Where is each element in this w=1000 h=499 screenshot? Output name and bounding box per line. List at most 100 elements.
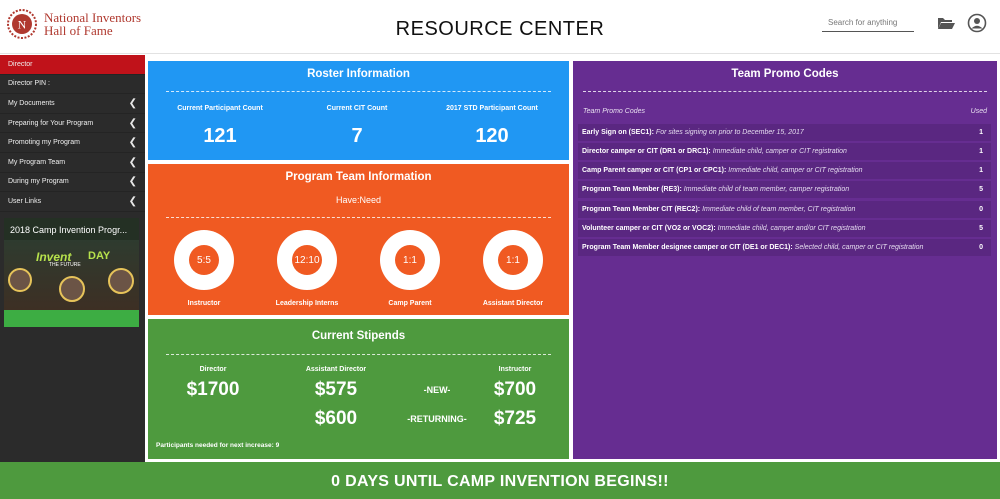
page-title: RESOURCE CENTER (395, 18, 605, 40)
video-person-image (59, 276, 85, 302)
sidebar-item-preparing[interactable]: Preparing for Your Program ❮ (0, 114, 145, 134)
promo-title: Team Promo Codes (731, 68, 839, 80)
logo-mark-letter: N (18, 18, 27, 32)
sidebar-item-label: Director (8, 60, 33, 68)
ratio-value: 12:10 (292, 245, 322, 275)
stat-label: Current CIT Count (326, 105, 388, 112)
video-word-invent: Invent (36, 250, 72, 264)
nihf-logo[interactable]: N National Inventors Hall of Fame (6, 8, 141, 40)
stat-current-participants: Current Participant Count 121 (150, 105, 290, 148)
video-scene: Invent DAY THE FUTURE (4, 240, 139, 310)
promo-used: 1 (979, 148, 983, 155)
promo-code: Program Team Member designee camper or C… (582, 244, 793, 251)
ratio-value: 5:5 (189, 245, 219, 275)
stipend-footnote: Participants needed for next increase: 9 (156, 442, 280, 449)
promo-row: Director camper or CIT (DR1 or DRC1): Im… (578, 143, 991, 160)
promo-row: Program Team Member designee camper or C… (578, 239, 991, 256)
sidebar-item-label: User Links (8, 197, 42, 205)
stat-value: 120 (475, 125, 509, 147)
ratio-ring-instructor: 5:5 (174, 230, 234, 290)
sidebar-item-label: My Program Team (8, 158, 66, 166)
ratio-ring-assistant-director: 1:1 (483, 230, 543, 290)
sidebar-item-label: Director PIN : (8, 80, 51, 88)
video-word-day: DAY (88, 250, 111, 262)
stat-2017-participants: 2017 STD Participant Count 120 (422, 105, 562, 148)
sidebar-item-label: Promoting my Program (8, 139, 80, 147)
chevron-left-icon: ❮ (128, 97, 137, 109)
promo-codes-panel: Team Promo Codes Team Promo Codes Used E… (573, 61, 997, 459)
promo-code: Director camper or CIT (DR1 or DRC1): (582, 148, 711, 155)
ratio-value: 1:1 (498, 245, 528, 275)
top-header: N National Inventors Hall of Fame RESOUR… (0, 0, 1000, 54)
stat-label: 2017 STD Participant Count (446, 105, 538, 112)
stipends-title: Current Stipends (311, 330, 406, 342)
instructor-stipend-label: Instructor (498, 366, 532, 373)
assistant-new-value: $575 (314, 379, 358, 400)
new-label: -NEW- (423, 385, 451, 395)
assistant-returning-value: $600 (314, 408, 358, 429)
sidebar-item-label: During my Program (8, 178, 69, 186)
video-tagline: THE FUTURE (49, 262, 81, 268)
sidebar-item-user-links[interactable]: User Links ❮ (0, 192, 145, 212)
divider (583, 91, 987, 92)
assistant-stipend-label: Assistant Director (305, 366, 367, 373)
stat-value: 7 (351, 125, 363, 147)
role-label: Instructor (187, 300, 221, 307)
promo-row: Early Sign on (SEC1): For sites signing … (578, 124, 991, 141)
promo-desc: Immediate child, camper or CIT registrat… (728, 167, 863, 174)
promo-code: Program Team Member (RE3): (582, 186, 682, 193)
promo-desc: Immediate child, camper and/or CIT regis… (717, 225, 866, 232)
promo-used: 1 (979, 129, 983, 136)
role-label: Assistant Director (482, 300, 544, 307)
ratio-ring-camp-parent: 1:1 (380, 230, 440, 290)
promo-desc: Immediate child of team member, camper r… (683, 186, 850, 193)
col-used-header: Used (970, 108, 987, 115)
sidebar-item-director-pin[interactable]: Director PIN : (0, 75, 145, 95)
ratio-value: 1:1 (395, 245, 425, 275)
chevron-left-icon: ❮ (128, 117, 137, 129)
roster-panel: Roster Information Current Participant C… (148, 61, 569, 160)
returning-label: -RETURNING- (407, 414, 467, 424)
video-person-image (108, 268, 134, 294)
stat-value: 121 (203, 125, 237, 147)
promo-row: Program Team Member CIT (REC2): Immediat… (578, 201, 991, 218)
folder-open-icon[interactable] (936, 13, 956, 33)
logo-line2: Hall of Fame (44, 23, 113, 38)
logo-mark-icon: N (7, 9, 37, 39)
divider (166, 91, 551, 92)
promo-desc: Immediate child, camper or CIT registrat… (712, 148, 847, 155)
instructor-new-value: $700 (493, 379, 537, 400)
stat-label: Current Participant Count (177, 105, 263, 112)
promo-used: 5 (979, 186, 983, 193)
promo-code: Camp Parent camper or CIT (CP1 or CPC1): (582, 167, 727, 174)
promo-used: 0 (979, 244, 983, 251)
sidebar-item-my-documents[interactable]: My Documents ❮ (0, 94, 145, 114)
col-codes-header: Team Promo Codes (583, 108, 645, 115)
promo-code: Volunteer camper or CIT (VO2 or VOC2): (582, 225, 716, 232)
sidebar-item-director[interactable]: Director (0, 55, 145, 75)
video-thumbnail[interactable]: Invent DAY THE FUTURE 2018 Camp Inventio… (4, 218, 139, 327)
divider (166, 354, 551, 355)
video-bar (4, 310, 139, 327)
instructor-returning-value: $725 (493, 408, 537, 429)
logo-line1: National Inventors (44, 10, 142, 25)
sidebar-item-label: My Documents (8, 99, 55, 107)
promo-used: 1 (979, 167, 983, 174)
promo-row: Volunteer camper or CIT (VO2 or VOC2): I… (578, 220, 991, 237)
promo-used: 5 (979, 225, 983, 232)
promo-row: Program Team Member (RE3): Immediate chi… (578, 181, 991, 198)
search-input[interactable] (822, 14, 914, 32)
sidebar-item-label: Preparing for Your Program (8, 119, 94, 127)
director-stipend-label: Director (199, 366, 227, 373)
chevron-left-icon: ❮ (128, 137, 137, 149)
sidebar-item-promoting[interactable]: Promoting my Program ❮ (0, 133, 145, 153)
divider (166, 217, 551, 218)
user-account-icon[interactable] (967, 13, 987, 33)
sidebar-item-during-program[interactable]: During my Program ❮ (0, 173, 145, 193)
director-stipend-value: $1700 (186, 379, 240, 400)
chevron-left-icon: ❮ (128, 195, 137, 207)
video-person-image (8, 268, 32, 292)
ratio-ring-leadership-interns: 12:10 (277, 230, 337, 290)
sidebar-item-program-team[interactable]: My Program Team ❮ (0, 153, 145, 173)
role-label: Leadership Interns (275, 300, 339, 307)
